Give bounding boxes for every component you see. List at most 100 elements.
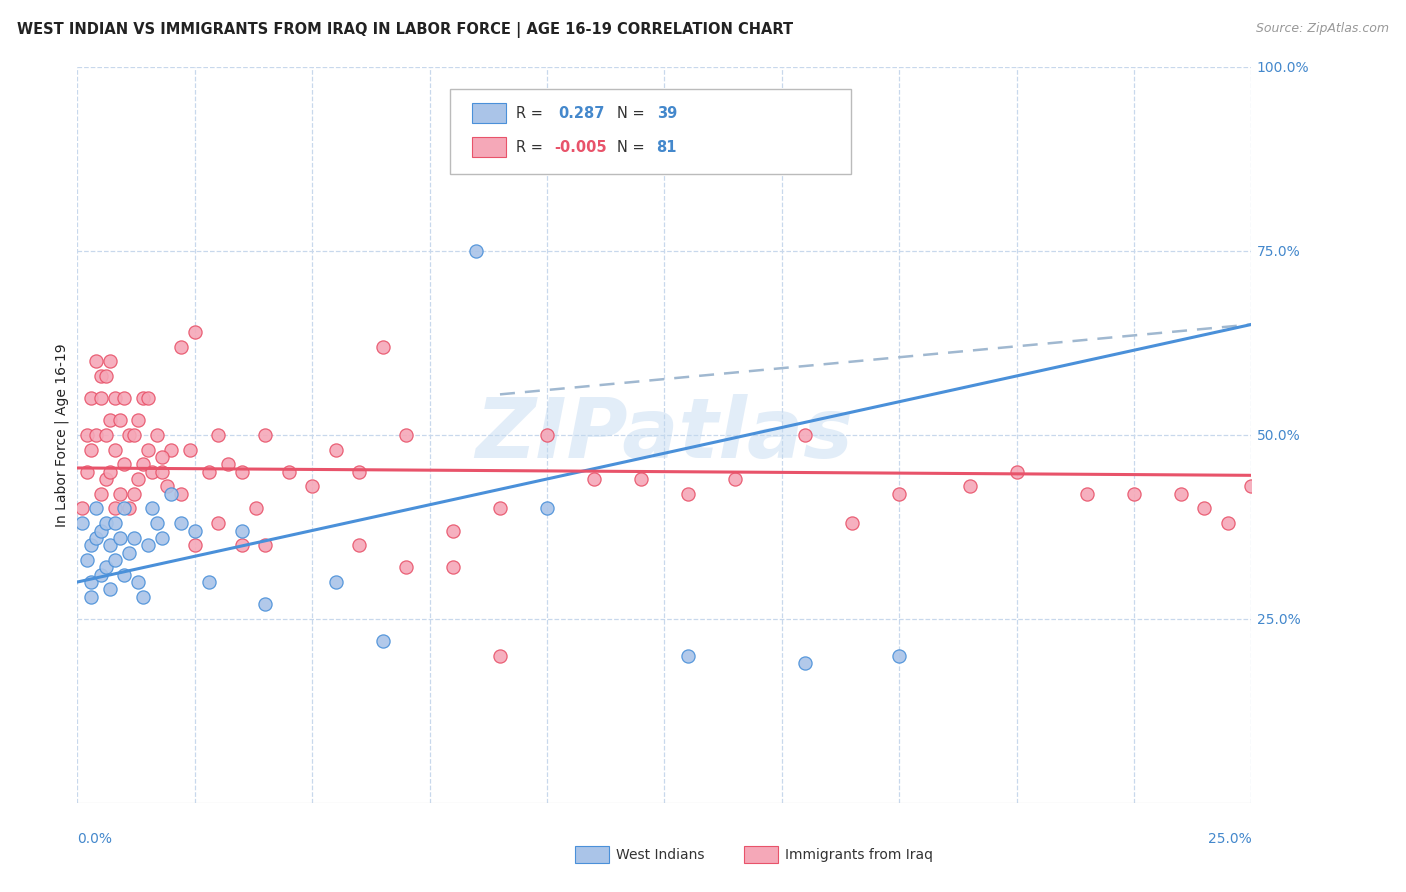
Point — [136, 391, 159, 405]
Text: 0.0%: 0.0% — [77, 832, 112, 847]
Point — [104, 516, 127, 531]
Point — [465, 244, 488, 258]
Point — [217, 458, 239, 472]
Point — [169, 516, 191, 531]
Point — [441, 524, 464, 538]
Point — [127, 413, 149, 427]
Point — [122, 487, 145, 501]
Point — [80, 590, 103, 604]
Point — [325, 442, 347, 457]
Point — [80, 391, 103, 405]
Point — [347, 538, 370, 552]
Point — [132, 391, 155, 405]
Point — [90, 524, 112, 538]
Point — [94, 516, 117, 531]
Text: Immigrants from Iraq: Immigrants from Iraq — [785, 847, 932, 862]
Point — [141, 465, 163, 479]
Point — [245, 501, 267, 516]
Point — [395, 560, 418, 574]
Point — [1216, 516, 1239, 531]
Point — [84, 501, 107, 516]
Point — [183, 325, 207, 339]
Point — [84, 531, 107, 545]
Point — [198, 575, 221, 590]
Point — [94, 428, 117, 442]
Point — [1194, 501, 1216, 516]
Point — [207, 428, 229, 442]
Point — [90, 391, 112, 405]
Point — [169, 487, 191, 501]
Point — [150, 450, 173, 464]
Point — [1076, 487, 1098, 501]
Point — [76, 465, 98, 479]
Point — [118, 501, 141, 516]
Point — [489, 648, 512, 663]
Point — [141, 501, 163, 516]
Point — [150, 531, 173, 545]
Point — [231, 465, 253, 479]
Point — [160, 442, 183, 457]
Point — [889, 648, 911, 663]
Point — [301, 479, 323, 493]
Text: 25.0%: 25.0% — [1208, 832, 1251, 847]
Point — [132, 458, 155, 472]
Point — [536, 501, 558, 516]
Point — [183, 538, 207, 552]
Point — [169, 340, 191, 354]
Point — [536, 428, 558, 442]
Point — [118, 546, 141, 560]
Point — [108, 413, 131, 427]
Point — [489, 501, 512, 516]
Text: R =: R = — [516, 106, 553, 120]
Point — [160, 487, 183, 501]
Text: R =: R = — [516, 140, 547, 154]
Text: N =: N = — [617, 106, 650, 120]
Text: -0.005: -0.005 — [554, 140, 606, 154]
Point — [112, 501, 135, 516]
Point — [132, 590, 155, 604]
Point — [98, 538, 121, 552]
Point — [371, 633, 394, 648]
Point — [76, 428, 98, 442]
Point — [122, 531, 145, 545]
Point — [207, 516, 229, 531]
Point — [104, 501, 127, 516]
Point — [676, 648, 699, 663]
Point — [155, 479, 177, 493]
Point — [676, 487, 699, 501]
Point — [254, 428, 277, 442]
Point — [1005, 465, 1028, 479]
Text: 39: 39 — [657, 106, 676, 120]
Point — [150, 465, 173, 479]
Point — [254, 597, 277, 611]
Point — [112, 458, 135, 472]
Text: WEST INDIAN VS IMMIGRANTS FROM IRAQ IN LABOR FORCE | AGE 16-19 CORRELATION CHART: WEST INDIAN VS IMMIGRANTS FROM IRAQ IN L… — [17, 22, 793, 38]
Point — [127, 575, 149, 590]
Point — [84, 428, 107, 442]
Point — [90, 567, 112, 582]
Point — [277, 465, 299, 479]
Point — [122, 428, 145, 442]
Point — [179, 442, 201, 457]
Point — [183, 524, 207, 538]
Text: 0.287: 0.287 — [558, 106, 605, 120]
Point — [146, 428, 169, 442]
Point — [76, 553, 98, 567]
Point — [959, 479, 981, 493]
Point — [98, 413, 121, 427]
Point — [395, 428, 418, 442]
Text: Source: ZipAtlas.com: Source: ZipAtlas.com — [1256, 22, 1389, 36]
Point — [1240, 479, 1263, 493]
Point — [441, 560, 464, 574]
Point — [80, 442, 103, 457]
Point — [94, 472, 117, 486]
Point — [231, 524, 253, 538]
Text: N =: N = — [617, 140, 650, 154]
Text: West Indians: West Indians — [616, 847, 704, 862]
Point — [146, 516, 169, 531]
Point — [80, 538, 103, 552]
Text: 81: 81 — [657, 140, 678, 154]
Point — [841, 516, 863, 531]
Point — [118, 428, 141, 442]
Point — [254, 538, 277, 552]
